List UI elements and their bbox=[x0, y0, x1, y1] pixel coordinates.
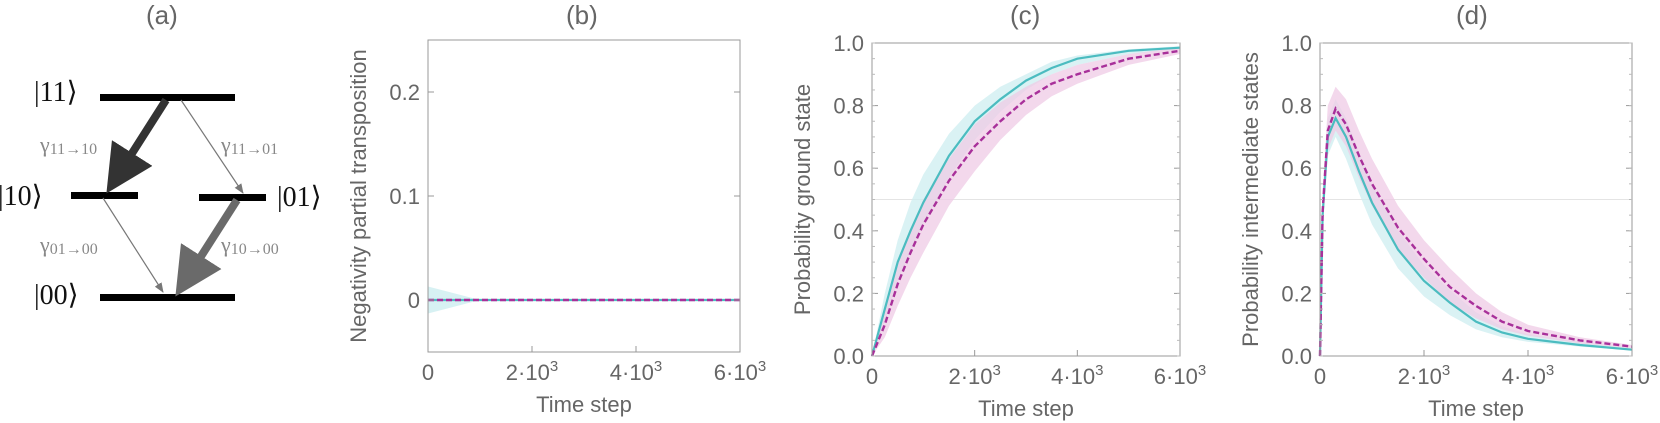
y-tick-label: 0.1 bbox=[389, 184, 420, 209]
chart-negativity: 0 2·103 4·103 6·103 0 0.1 0.2 Time step Negativi… bbox=[346, 39, 766, 417]
x-tick-label: 4·103 bbox=[1051, 362, 1103, 389]
level-10-label: |10⟩ bbox=[0, 181, 43, 212]
magenta-dashed-band bbox=[1320, 86, 1632, 357]
level-11-bar bbox=[100, 94, 235, 101]
rate-label-01-00: γ01→00 bbox=[39, 232, 98, 258]
x-tick-label: 6·103 bbox=[1606, 362, 1658, 389]
x-tick-label: 4·103 bbox=[1502, 362, 1554, 389]
svg-text:γ01→00: γ01→00 bbox=[39, 232, 98, 258]
y-tick-label: 0.2 bbox=[833, 281, 864, 306]
teal-solid-line bbox=[870, 46, 1181, 357]
y-tick-label: 0.8 bbox=[833, 94, 864, 119]
y-tick-label: 0.4 bbox=[833, 219, 864, 244]
y-tick-label: 0 bbox=[408, 288, 420, 313]
chart-ground-state: 0 2·103 4·103 6·103 0.0 0.2 0.4 0.6 0.8 1.0 Time s… bbox=[790, 31, 1206, 421]
x-axis-label: Time step bbox=[1428, 396, 1524, 421]
panel-label-b: (b) bbox=[566, 0, 598, 30]
teal-solid-line bbox=[1318, 115, 1633, 357]
y-tick-label: 0.6 bbox=[833, 156, 864, 181]
x-tick-label: 2·103 bbox=[1398, 362, 1450, 389]
arrow-01-to-00 bbox=[175, 197, 241, 297]
y-axis-label: Probability intermediate states bbox=[1238, 52, 1263, 347]
rate-label-11-01: γ11→01 bbox=[220, 132, 278, 158]
y-tick-label: 0.0 bbox=[833, 344, 864, 369]
level-11-label: |11⟩ bbox=[34, 77, 78, 108]
arrow-11-to-10 bbox=[106, 97, 170, 194]
x-axis-label: Time step bbox=[536, 392, 632, 417]
y-axis-label: Probability ground state bbox=[790, 84, 815, 315]
panel-label-d: (d) bbox=[1456, 0, 1488, 30]
panel-label-c: (c) bbox=[1010, 0, 1041, 30]
x-tick-label: 6·103 bbox=[714, 358, 766, 385]
y-tick-label: 1.0 bbox=[833, 31, 864, 56]
teal-solid-band bbox=[1320, 99, 1632, 357]
x-tick-label: 4·103 bbox=[610, 358, 662, 385]
x-tick-label: 2·103 bbox=[506, 358, 558, 385]
x-axis-label: Time step bbox=[978, 396, 1074, 421]
panel-label-a: (a) bbox=[146, 0, 178, 30]
x-tick-label: 0 bbox=[866, 364, 878, 389]
x-tick-label: 0 bbox=[1314, 364, 1326, 389]
x-tick-label: 6·103 bbox=[1154, 362, 1206, 389]
level-00-bar bbox=[100, 294, 235, 301]
y-tick-label: 0.4 bbox=[1281, 219, 1312, 244]
arrow-11-to-01 bbox=[180, 99, 244, 194]
y-tick-label: 0.0 bbox=[1281, 344, 1312, 369]
svg-text:γ11→10: γ11→10 bbox=[39, 132, 97, 158]
level-10-bar bbox=[71, 192, 138, 199]
y-tick-label: 0.2 bbox=[1281, 281, 1312, 306]
rate-label-10-00: γ10→00 bbox=[220, 232, 279, 258]
chart-intermediate-states: 0 2·103 4·103 6·103 0.0 0.2 0.4 0.6 0.8 1.0 Time s… bbox=[1238, 31, 1658, 421]
y-tick-label: 0.2 bbox=[389, 80, 420, 105]
svg-text:γ10→00: γ10→00 bbox=[220, 232, 279, 258]
y-tick-label: 1.0 bbox=[1281, 31, 1312, 56]
magenta-dashed-line bbox=[870, 49, 1181, 357]
x-tick-label: 0 bbox=[422, 360, 434, 385]
magenta-dashed-line bbox=[1318, 106, 1633, 357]
y-tick-label: 0.6 bbox=[1281, 156, 1312, 181]
y-axis-label: Negativity partial transposition bbox=[346, 49, 371, 342]
level-00-label: |00⟩ bbox=[34, 280, 79, 311]
svg-text:γ11→01: γ11→01 bbox=[220, 132, 278, 158]
level-01-bar bbox=[199, 194, 266, 201]
level-01-label: |01⟩ bbox=[277, 182, 322, 213]
y-tick-label: 0.8 bbox=[1281, 94, 1312, 119]
plot-frame bbox=[427, 39, 741, 353]
rate-label-11-10: γ11→10 bbox=[39, 132, 97, 158]
x-tick-label: 2·103 bbox=[948, 362, 1000, 389]
arrow-10-to-00 bbox=[102, 197, 164, 293]
level-diagram: |11⟩ |10⟩ |01⟩ |00⟩ γ11→10 γ11→01 γ01→00… bbox=[0, 77, 322, 311]
magenta-dashed-band bbox=[872, 47, 1180, 356]
